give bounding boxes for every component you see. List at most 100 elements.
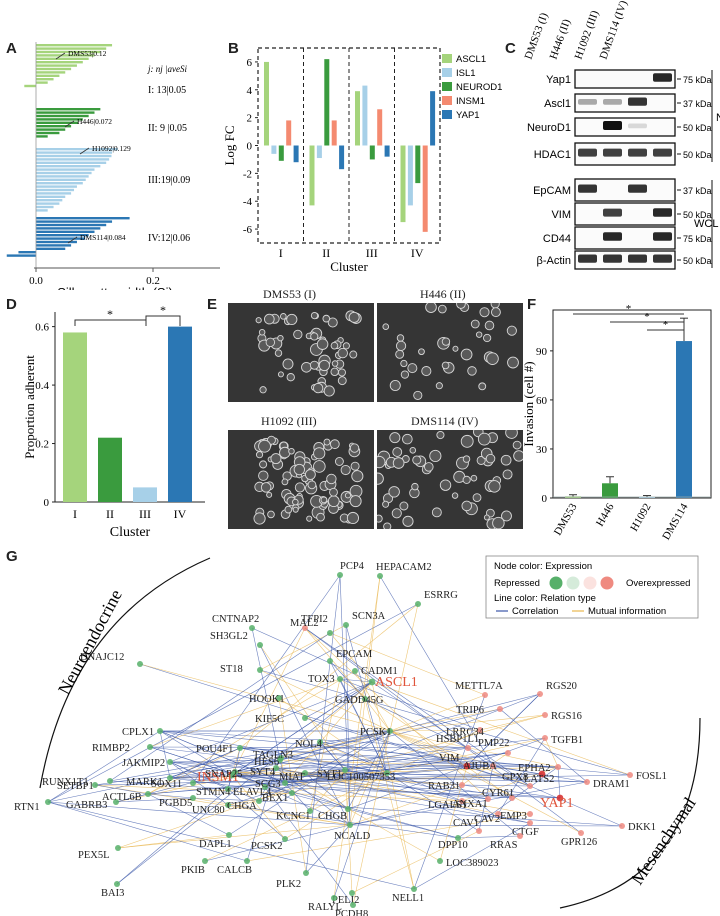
legend-label-INSM1: INSM1 [456,96,485,107]
bar-ISL1-II [316,145,322,159]
y-tick-label: 6 [247,57,253,69]
node-label-STMN4: STMN4 [196,787,231,798]
node-PCSK2 [282,836,288,842]
node-label-SCG3: SCG3 [255,779,281,790]
cell [382,323,390,331]
node-HOOK1 [276,695,282,701]
node-SCG3 [282,780,288,786]
node-GABRB3 [113,799,119,805]
node-label-RGS20: RGS20 [546,681,577,692]
cell [399,501,409,511]
node-DKK1 [619,823,625,829]
network-edge [169,761,229,806]
network-edge [389,730,521,837]
cell [490,307,501,318]
node-label-BEX1: BEX1 [262,793,288,804]
node-METTL7A [482,692,488,698]
cell [402,515,414,527]
kda-label: 50 kDa [683,150,712,160]
network-edge [231,681,373,776]
node-RUNX1T1 [107,778,113,784]
network-edge [344,693,541,771]
node-CHGB [345,806,351,812]
node-label-RAB31: RAB31 [428,781,460,792]
cell [342,342,350,350]
cell [382,500,390,508]
node-label-RRAS: RRAS [490,840,518,851]
silhouette-chart: 0.00.20.4Silhouette width (Si)DMS53|0.12… [6,42,220,290]
silhouette-bar-III [36,175,89,178]
silhouette-bar-I [36,74,60,77]
silhouette-bar-IV [36,237,86,240]
node-RTN1 [45,799,51,805]
silhouette-bar-IV [36,223,107,227]
bar-NEUROD1-II [324,59,330,146]
bar-IV [168,326,192,502]
network-edge [344,769,463,802]
node-UNC80 [225,802,231,808]
node-NCALD [347,822,353,828]
cell [413,390,423,400]
cell [507,356,519,369]
panel-g-label: G [6,548,18,565]
y-tick-label: -6 [243,224,253,236]
cell [329,439,340,450]
cell [255,451,264,459]
silhouette-bar-II [36,121,79,124]
silhouette-bar-IV [36,240,77,244]
blot-box [574,69,676,89]
node-label-NELL1: NELL1 [392,893,424,904]
node-label-SNAP25: SNAP25 [205,769,242,780]
network-edge [169,761,260,802]
bar-INSM1-I [286,120,292,146]
band [578,184,597,193]
network-edge [349,781,588,826]
node-RRAS [517,833,523,839]
silhouette-bar-III [36,188,75,192]
band [603,121,622,130]
silhouette-bar-III [36,151,113,154]
silhouette-bar-III [36,154,112,158]
cell [400,359,408,368]
panel-c: C DMS53 (I) H446 (II) H1092 (III) DMS114 (I… [505,0,720,290]
network-edge [169,772,388,779]
caption-dms53: DMS53 (I) [263,287,316,301]
network-edge [169,767,277,779]
network-edge [234,730,391,773]
network-edge [413,822,531,890]
cell [265,337,276,348]
cell [270,453,282,465]
band [628,97,647,106]
legend-swatch-NEUROD1 [442,82,452,91]
cell [349,350,358,359]
network-edge [304,681,373,719]
cell [344,492,351,499]
network-edge [304,717,531,787]
node-label-GABRB3: GABRB3 [66,800,107,811]
node-NOL4 [317,739,323,745]
cell [418,348,425,356]
node-ESRRG [415,601,421,607]
cell [260,482,272,493]
cell [462,475,471,484]
silhouette-bar-III [36,192,72,195]
node-label-RGS16: RGS16 [551,711,582,722]
silhouette-bar-III [36,202,60,205]
annotation-arrow [55,52,66,60]
network-edge [344,769,513,799]
kda-label: 50 kDa [683,123,712,133]
cell [349,443,360,453]
lane-label: DMS114 (IV) [598,0,630,61]
x-tick-label: IV [174,507,187,521]
y-tick-label: 60 [536,395,548,407]
silhouette-bar-IV [36,247,66,250]
network-edge [94,784,149,795]
y-tick-label: 0.4 [35,380,49,392]
network-edge [278,697,388,774]
kda-label: 75 kDa [683,234,712,244]
x-axis-title: Silhouette width (Si) [57,285,173,290]
network-edge [116,681,373,885]
network-edge [333,730,391,899]
bar-INSM1-III [377,109,383,146]
network-edge [304,765,494,774]
